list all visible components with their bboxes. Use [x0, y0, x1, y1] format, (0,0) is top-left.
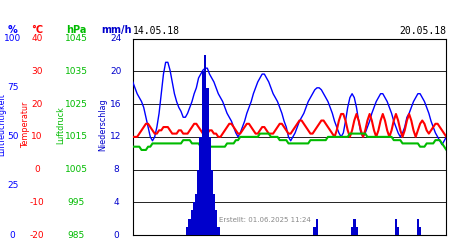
Bar	[199, 137, 202, 235]
Text: 20.05.18: 20.05.18	[400, 26, 446, 36]
Text: Temperatur: Temperatur	[21, 102, 30, 148]
Text: %: %	[8, 25, 18, 35]
Text: Erstellt: 01.06.2025 11:24: Erstellt: 01.06.2025 11:24	[219, 217, 310, 223]
Text: -10: -10	[30, 198, 44, 207]
Bar	[186, 227, 189, 235]
Text: 1035: 1035	[65, 67, 88, 76]
Text: 1045: 1045	[65, 34, 88, 43]
Bar	[195, 194, 198, 235]
Bar	[353, 219, 356, 235]
Bar	[215, 210, 217, 235]
Text: 75: 75	[7, 83, 18, 92]
Text: 995: 995	[68, 198, 85, 207]
Text: 1015: 1015	[65, 132, 88, 141]
Text: 100: 100	[4, 34, 21, 43]
Bar	[351, 227, 353, 235]
Text: Niederschlag: Niederschlag	[98, 99, 107, 151]
Bar	[204, 55, 207, 235]
Text: Luftdruck: Luftdruck	[56, 106, 65, 144]
Bar	[417, 219, 419, 235]
Bar	[217, 227, 220, 235]
Bar	[395, 219, 397, 235]
Text: 50: 50	[7, 132, 18, 141]
Text: 16: 16	[110, 100, 122, 109]
Text: 8: 8	[113, 165, 119, 174]
Text: 14.05.18: 14.05.18	[133, 26, 180, 36]
Bar	[191, 210, 193, 235]
Text: hPa: hPa	[66, 25, 87, 35]
Bar	[212, 194, 215, 235]
Bar	[208, 137, 211, 235]
Bar	[316, 219, 318, 235]
Text: 24: 24	[111, 34, 122, 43]
Text: 1005: 1005	[65, 165, 88, 174]
Text: 12: 12	[110, 132, 122, 141]
Bar	[314, 227, 316, 235]
Text: 1025: 1025	[65, 100, 88, 109]
Text: 0: 0	[34, 165, 40, 174]
Text: 10: 10	[31, 132, 43, 141]
Bar	[355, 227, 358, 235]
Text: -20: -20	[30, 230, 44, 239]
Text: mm/h: mm/h	[101, 25, 131, 35]
Bar	[419, 227, 421, 235]
Bar	[211, 170, 213, 235]
Text: 4: 4	[113, 198, 119, 207]
Bar	[193, 202, 195, 235]
Bar	[397, 227, 400, 235]
Text: 20: 20	[110, 67, 122, 76]
Text: 40: 40	[31, 34, 43, 43]
Bar	[202, 72, 204, 235]
Bar	[189, 219, 191, 235]
Text: °C: °C	[31, 25, 43, 35]
Text: 25: 25	[7, 182, 18, 190]
Text: 985: 985	[68, 230, 85, 239]
Text: 0: 0	[10, 230, 15, 239]
Text: Luftfeuchtigkeit: Luftfeuchtigkeit	[0, 94, 6, 156]
Bar	[197, 170, 200, 235]
Text: 30: 30	[31, 67, 43, 76]
Text: 20: 20	[31, 100, 43, 109]
Text: 0: 0	[113, 230, 119, 239]
Bar	[206, 88, 209, 235]
